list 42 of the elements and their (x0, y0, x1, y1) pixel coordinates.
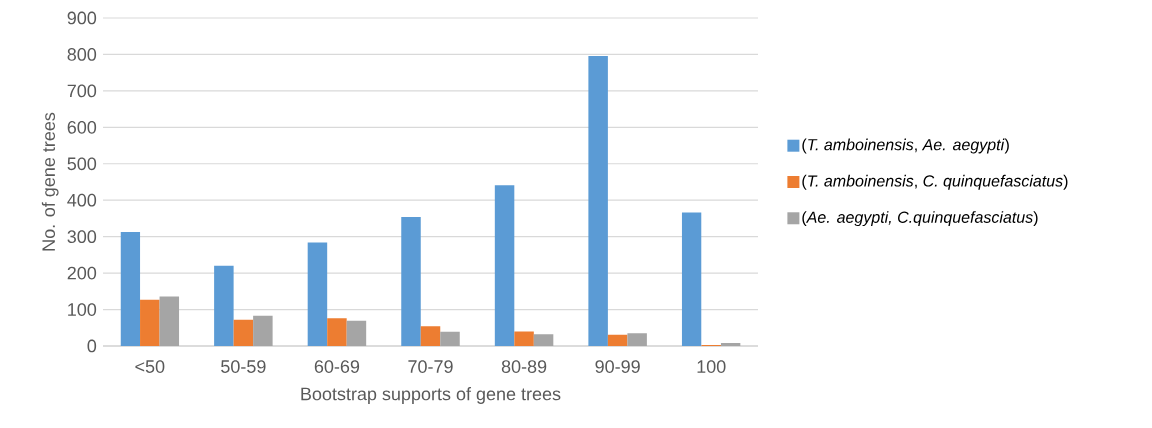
legend-label: (T. amboinensis, C. quinquefasciatus) (802, 174, 1068, 190)
y-tick-label: 400 (67, 193, 97, 207)
bar (627, 333, 647, 346)
bar (307, 242, 328, 346)
x-tick-label: 50-59 (221, 360, 266, 373)
bar (720, 343, 741, 346)
y-tick-label: 500 (67, 157, 97, 171)
y-tick-label: 800 (67, 48, 97, 61)
y-tick-label: 900 (67, 11, 97, 25)
y-tick-label: 300 (67, 230, 97, 244)
x-tick-label: 80-89 (501, 360, 547, 373)
x-tick-label: 100 (697, 360, 726, 373)
bar (214, 265, 234, 346)
x-tick-label: <50 (135, 360, 165, 373)
y-axis-title: No. of gene trees (41, 112, 59, 251)
x-axis-title: Bootstrap supports of gene trees (301, 387, 561, 404)
x-tick-label: 60-69 (314, 360, 360, 373)
legend-label: (T. amboinensis, Ae. aegypti) (802, 138, 1009, 154)
bar (494, 185, 515, 346)
bar (120, 231, 141, 346)
bar (681, 212, 702, 346)
bar (327, 318, 347, 346)
x-tick-label: 90-99 (595, 360, 640, 373)
bar (159, 296, 180, 346)
bar (607, 334, 628, 346)
bar (533, 334, 554, 346)
bar (440, 331, 460, 346)
x-tick-label: 70-79 (408, 360, 453, 373)
bar (420, 326, 441, 346)
y-tick-label: 700 (67, 84, 97, 98)
bar (233, 319, 254, 346)
bar (140, 299, 160, 346)
legend-label: (Ae. aegypti, C.quinquefasciatus) (802, 211, 1038, 227)
bar (588, 55, 608, 346)
y-tick-label: 0 (87, 339, 97, 353)
bar (346, 320, 367, 346)
bar (514, 331, 534, 346)
y-tick-label: 200 (67, 266, 97, 280)
bar (401, 216, 421, 346)
bar (253, 315, 273, 346)
y-tick-label: 100 (68, 303, 97, 316)
y-tick-label: 600 (67, 120, 97, 134)
